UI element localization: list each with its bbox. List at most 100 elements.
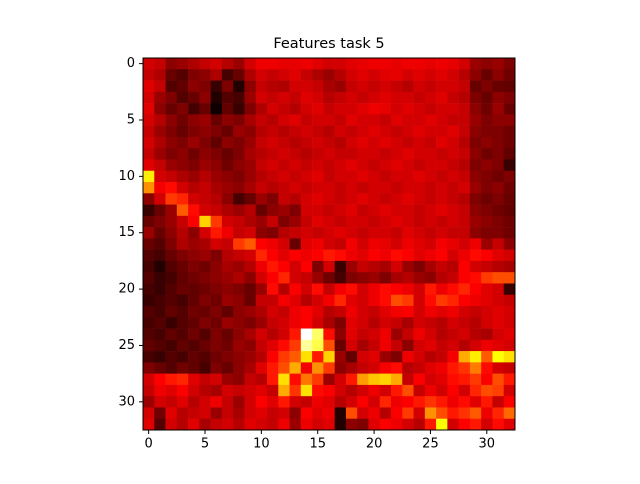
heatmap-cell xyxy=(323,80,335,93)
heatmap-cell xyxy=(436,294,448,307)
heatmap-cell xyxy=(334,58,347,70)
heatmap-cell xyxy=(267,283,279,296)
heatmap-cell xyxy=(312,91,324,104)
heatmap-cell xyxy=(481,204,493,217)
heatmap-cell xyxy=(492,396,505,408)
heatmap-cell xyxy=(267,114,279,126)
heatmap-cell xyxy=(424,182,437,194)
heatmap-cell xyxy=(221,396,234,408)
heatmap-cell xyxy=(267,58,279,70)
heatmap-cell xyxy=(368,418,381,431)
heatmap-cell xyxy=(143,159,155,172)
heatmap-cell xyxy=(188,362,200,374)
heatmap-cell xyxy=(436,249,448,262)
heatmap-cell xyxy=(176,328,189,341)
heatmap-cell xyxy=(323,362,335,374)
heatmap-cell xyxy=(300,159,313,172)
heatmap-cell xyxy=(312,136,324,149)
heatmap-cell xyxy=(300,260,313,273)
heatmap-cell xyxy=(503,136,516,149)
heatmap-cell xyxy=(300,204,313,217)
heatmap-cell xyxy=(402,69,414,81)
heatmap-cell xyxy=(481,148,493,160)
heatmap-cell xyxy=(267,272,279,284)
heatmap-cell xyxy=(312,159,324,172)
heatmap-cell xyxy=(345,306,358,318)
heatmap-cell xyxy=(176,136,189,149)
heatmap-cell xyxy=(391,272,403,284)
heatmap-cell xyxy=(379,238,392,250)
heatmap-cell xyxy=(413,170,426,183)
heatmap-cell xyxy=(221,193,234,205)
heatmap-cell xyxy=(165,114,178,126)
heatmap-cell xyxy=(379,58,392,70)
heatmap-cell xyxy=(255,159,268,172)
heatmap-cell xyxy=(154,215,166,228)
heatmap-cell xyxy=(503,69,516,81)
heatmap-cell xyxy=(188,260,200,273)
heatmap-cell xyxy=(176,260,189,273)
heatmap-cell xyxy=(323,418,335,431)
heatmap-cell xyxy=(481,69,493,81)
heatmap-cell xyxy=(278,114,290,126)
heatmap-cell xyxy=(154,283,166,296)
heatmap-cell xyxy=(436,125,448,138)
heatmap-cell xyxy=(221,407,234,420)
heatmap-cell xyxy=(503,114,516,126)
heatmap-cell xyxy=(312,396,324,408)
heatmap-cell xyxy=(143,114,155,126)
heatmap-cell xyxy=(458,159,471,172)
heatmap-cell xyxy=(300,58,313,70)
heatmap-cell xyxy=(334,351,347,363)
heatmap-cell xyxy=(368,294,381,307)
heatmap-cell xyxy=(379,272,392,284)
heatmap-cell xyxy=(413,125,426,138)
heatmap-cell xyxy=(503,249,516,262)
heatmap-cell xyxy=(176,317,189,329)
heatmap-cell xyxy=(436,58,448,70)
heatmap-cell xyxy=(267,238,279,250)
heatmap-cell xyxy=(143,193,155,205)
heatmap-cell xyxy=(402,125,414,138)
heatmap-cell xyxy=(469,339,482,352)
heatmap-cell xyxy=(323,272,335,284)
heatmap-cell xyxy=(312,80,324,93)
heatmap-cell xyxy=(379,170,392,183)
heatmap-cell xyxy=(312,351,324,363)
heatmap-cell xyxy=(278,317,290,329)
heatmap-cell xyxy=(143,317,155,329)
heatmap-cell xyxy=(188,339,200,352)
heatmap-cell xyxy=(199,249,211,262)
heatmap-cell xyxy=(458,227,471,239)
heatmap-cell xyxy=(345,384,358,397)
heatmap-cell xyxy=(469,103,482,115)
heatmap-cell xyxy=(436,204,448,217)
heatmap-cell xyxy=(402,260,414,273)
heatmap-cell xyxy=(469,193,482,205)
heatmap-cell xyxy=(469,227,482,239)
heatmap-cell xyxy=(233,396,245,408)
heatmap-cell xyxy=(312,238,324,250)
heatmap-cell xyxy=(255,418,268,431)
heatmap-cell xyxy=(165,407,178,420)
heatmap-cell xyxy=(221,80,234,93)
heatmap-cell xyxy=(143,148,155,160)
heatmap-cell xyxy=(503,80,516,93)
heatmap-cell xyxy=(312,339,324,352)
heatmap-cell xyxy=(492,294,505,307)
heatmap-cell xyxy=(165,384,178,397)
heatmap-cell xyxy=(436,283,448,296)
heatmap-cell xyxy=(492,103,505,115)
heatmap-cell xyxy=(199,272,211,284)
heatmap-cell xyxy=(154,306,166,318)
heatmap-cell xyxy=(413,373,426,386)
heatmap-cell xyxy=(458,136,471,149)
heatmap-cell xyxy=(154,373,166,386)
heatmap-cell xyxy=(154,317,166,329)
heatmap-cell xyxy=(154,80,166,93)
heatmap-cell xyxy=(391,396,403,408)
heatmap-cell xyxy=(210,294,223,307)
heatmap-cell xyxy=(481,193,493,205)
heatmap-cell xyxy=(458,204,471,217)
heatmap-cell xyxy=(323,260,335,273)
